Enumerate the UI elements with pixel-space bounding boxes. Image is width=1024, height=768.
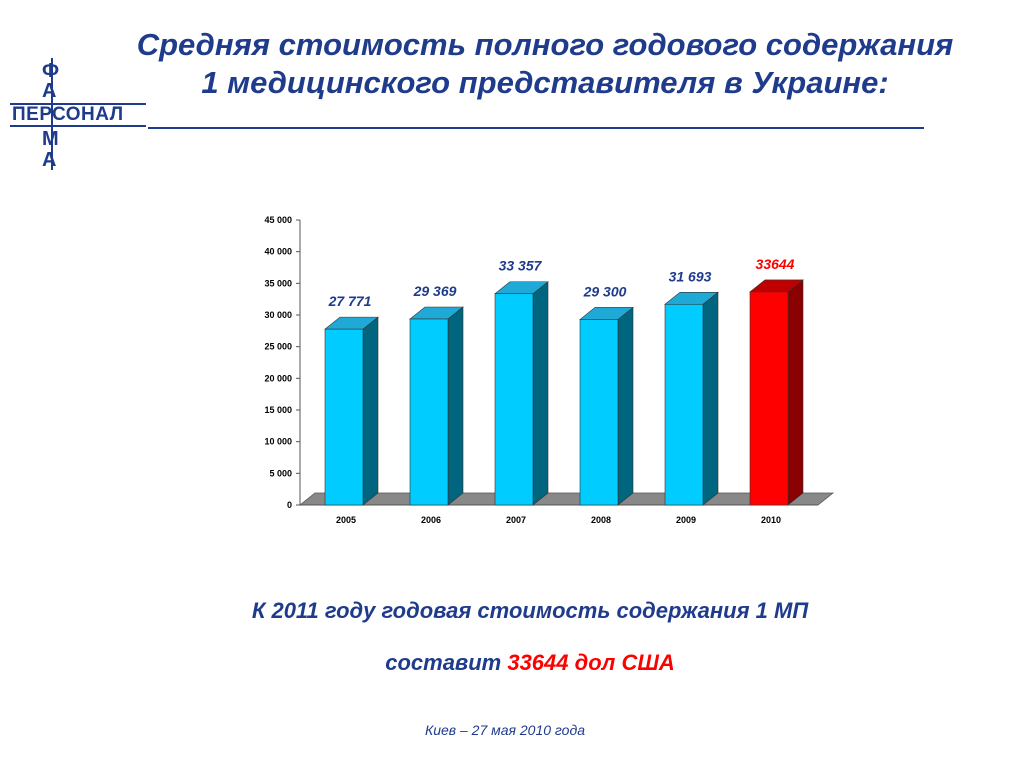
y-tick-label: 25 000 [264, 342, 292, 352]
bar-side [362, 316, 379, 506]
page-title-line-2: 1 медицинского представителя в Украине: [201, 65, 889, 100]
chart-axes: 0 5 000 10 000 15 000 20 000 25 000 30 000 35 0… [264, 215, 818, 510]
chart-bars [324, 279, 804, 506]
page-title-line-1: Средняя стоимость полного годового содер… [136, 27, 954, 62]
bar-2010 [749, 279, 804, 506]
summary-caption-line-2: составит 33644 дол США [100, 650, 960, 676]
logo-letter-a: А [42, 80, 57, 102]
bar-side [702, 291, 719, 506]
logo-cross-vertical [51, 58, 53, 170]
y-tick-label: 40 000 [264, 247, 292, 257]
bar-2006 [409, 306, 464, 506]
title-divider [148, 127, 924, 129]
data-label: 33644 [756, 256, 795, 272]
y-tick-label: 15 000 [264, 405, 292, 415]
y-tick-label: 5 000 [269, 468, 292, 478]
y-tick-label: 35 000 [264, 278, 292, 288]
x-tick-label: 2009 [676, 515, 696, 525]
bar-2007 [494, 281, 549, 506]
chart-labels: 27 771 2005 29 369 2006 33 357 2007 29 300 2008… [328, 256, 795, 525]
bar-front [749, 291, 789, 506]
logo-letter-f: Ф [42, 60, 60, 82]
data-label: 27 771 [328, 293, 372, 309]
logo-word: ПЕРСОНАЛ [12, 104, 124, 125]
y-tick-label: 20 000 [264, 373, 292, 383]
logo-letter-m: М [42, 128, 59, 150]
logo-letter-a2: А [42, 149, 57, 171]
bar-front [664, 303, 704, 506]
pharma-personnel-logo: Ф А ПЕРСОНАЛ М А [10, 58, 150, 173]
logo-cross-line-bottom [10, 125, 146, 127]
y-tick-label: 30 000 [264, 310, 292, 320]
data-label: 31 693 [669, 268, 712, 284]
bar-side [787, 279, 804, 506]
bar-front [494, 293, 534, 506]
bar-chart: 0 5 000 10 000 15 000 20 000 25 000 30 000 35 0… [264, 215, 835, 525]
summary-caption-suffix: дол США [568, 650, 675, 675]
bar-2005 [324, 316, 379, 506]
page-title: Средняя стоимость полного годового содер… [80, 26, 1010, 102]
bar-front [409, 318, 449, 506]
x-tick-label: 2008 [591, 515, 611, 525]
footer-date: Киев – 27 мая 2010 года [424, 722, 585, 738]
data-label: 29 300 [583, 283, 627, 299]
data-label: 29 369 [413, 283, 457, 299]
data-label: 33 357 [499, 258, 543, 274]
logo-cross-line-top [10, 103, 146, 105]
bar-side [532, 281, 549, 506]
bar-front [324, 328, 364, 506]
y-tick-label: 45 000 [264, 215, 292, 225]
bar-front [579, 319, 619, 506]
bar-side [447, 306, 464, 506]
summary-caption-value: 33644 [507, 650, 569, 675]
bar-side [617, 306, 634, 506]
x-tick-label: 2007 [506, 515, 526, 525]
x-tick-label: 2006 [421, 515, 441, 525]
x-tick-label: 2005 [336, 515, 356, 525]
y-tick-label: 0 [287, 500, 292, 510]
summary-caption-prefix: составит [385, 650, 508, 675]
bar-2008 [579, 306, 634, 506]
y-tick-label: 10 000 [264, 437, 292, 447]
x-tick-label: 2010 [761, 515, 781, 525]
summary-caption-line-1: К 2011 году годовая стоимость содержания… [251, 598, 809, 623]
bar-2009 [664, 291, 719, 506]
